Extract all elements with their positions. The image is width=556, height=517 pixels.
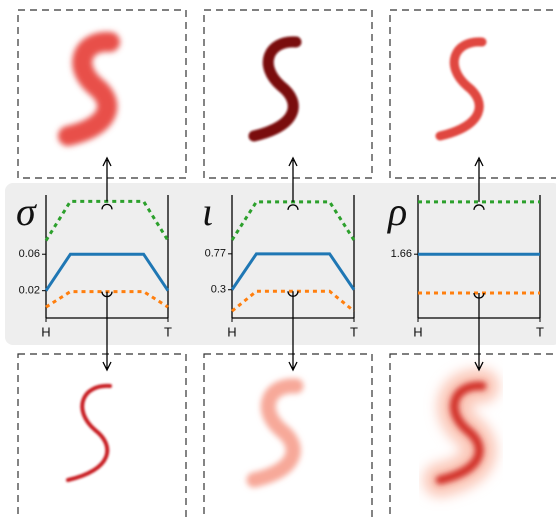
x-tick-label: H [227,324,236,339]
y-tick-label: 0.06 [19,248,40,260]
chart-symbol: σ [16,189,37,234]
x-tick-label: T [536,324,544,339]
y-tick-label: 1.66 [391,248,412,260]
x-tick-label: T [164,324,172,339]
figure: σ 0.02 0.06 H Tι 0.3 0.77 H Tρ 1.66 H T [0,0,556,517]
chart-symbol: ι [202,189,213,234]
panel [5,183,556,345]
y-tick-label: 0.02 [19,285,40,297]
chart-symbol: ρ [386,189,407,234]
x-tick-label: H [41,324,50,339]
y-tick-label: 0.3 [211,284,226,296]
x-tick-label: H [413,324,422,339]
y-tick-label: 0.77 [205,248,226,260]
x-tick-label: T [350,324,358,339]
